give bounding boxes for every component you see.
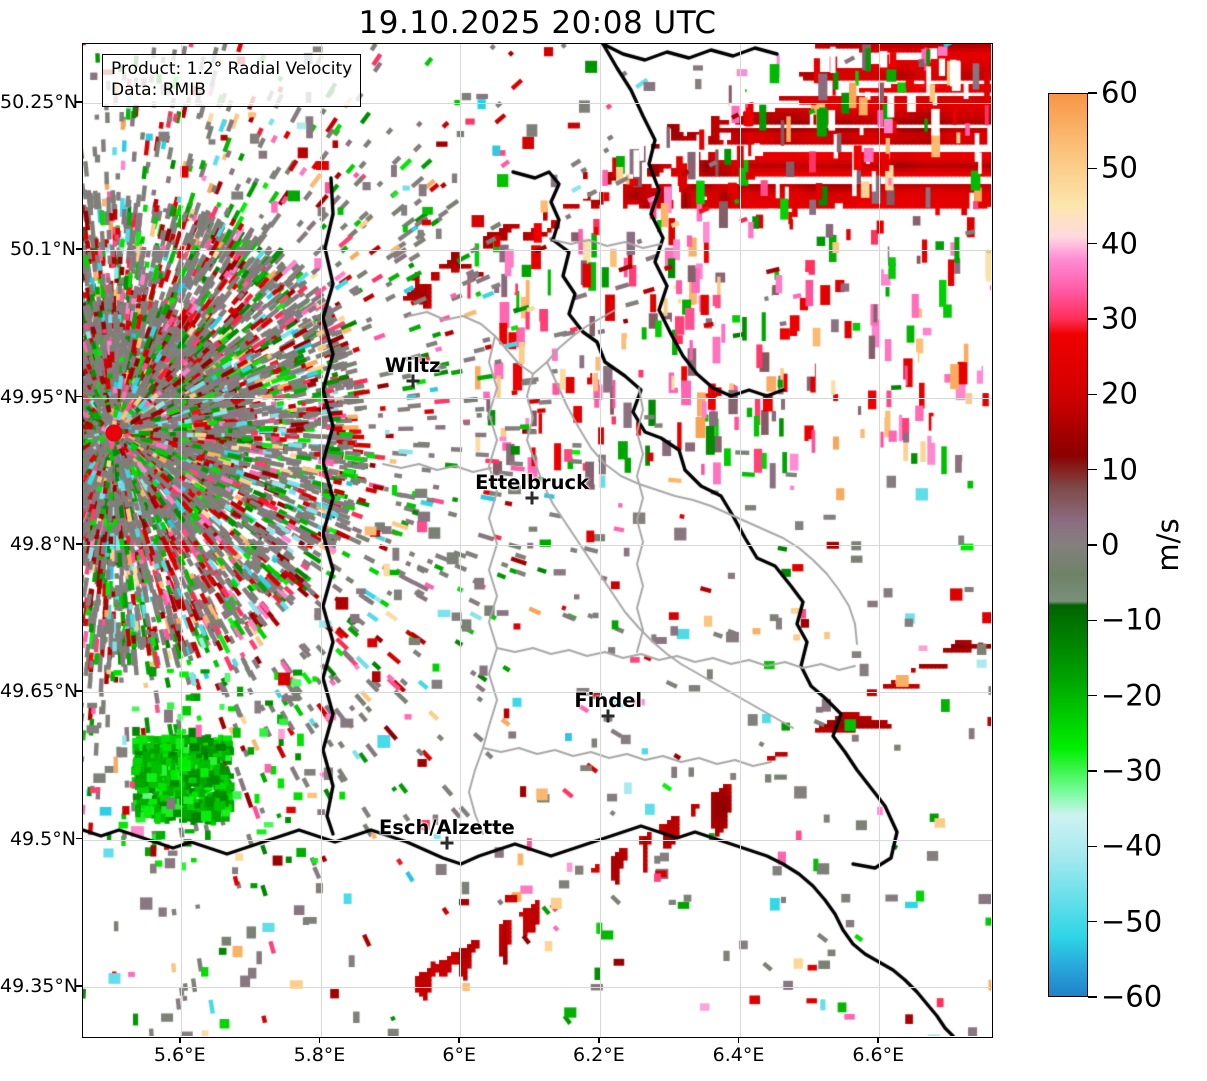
city-marker-esch-alzette bbox=[440, 836, 454, 850]
gridline-vertical bbox=[460, 44, 462, 1037]
info-data-line: Data: RMIB bbox=[111, 80, 206, 100]
gridline-vertical bbox=[180, 44, 182, 1037]
colorbar-tick-mark bbox=[1088, 845, 1097, 848]
x-axis-tick-mark bbox=[737, 1037, 740, 1043]
radar-data-layer bbox=[83, 44, 992, 1037]
x-axis-tick-mark bbox=[458, 1037, 460, 1043]
x-axis-tick-mark bbox=[318, 1037, 321, 1043]
city-label-esch-alzette: Esch/Alzette bbox=[379, 816, 515, 840]
colorbar-unit-label: m/s bbox=[1151, 518, 1185, 572]
y-axis-tick-label: 49.95°N bbox=[0, 385, 79, 408]
y-axis-tick-label: 50.1°N bbox=[9, 238, 76, 261]
gridline-horizontal bbox=[83, 397, 992, 399]
y-axis-tick-mark bbox=[76, 101, 82, 103]
city-marker-wiltz bbox=[406, 374, 420, 388]
x-axis-tick-mark bbox=[598, 1037, 600, 1043]
gridline-vertical bbox=[879, 44, 881, 1037]
colorbar-tick-mark bbox=[1088, 318, 1097, 320]
x-axis-tick-label: 6.6°E bbox=[852, 1044, 905, 1066]
gridline-horizontal bbox=[83, 986, 992, 988]
y-axis-tick-label: 49.5°N bbox=[9, 827, 76, 850]
colorbar-tick-label: 0 bbox=[1101, 527, 1120, 562]
colorbar-tick-label: 30 bbox=[1101, 301, 1138, 336]
colorbar-tick-label: 20 bbox=[1101, 376, 1138, 411]
x-axis-tick-mark bbox=[178, 1037, 181, 1043]
colorbar[interactable] bbox=[1048, 93, 1088, 997]
y-axis-tick-label: 49.35°N bbox=[0, 974, 79, 997]
colorbar-tick-mark bbox=[1088, 393, 1097, 396]
radar-site-marker[interactable] bbox=[105, 424, 123, 442]
gridline-vertical bbox=[739, 44, 741, 1037]
colorbar-tick-mark bbox=[1088, 92, 1097, 94]
x-axis-tick-label: 6.4°E bbox=[712, 1044, 765, 1066]
y-axis-tick-mark bbox=[76, 985, 82, 987]
city-label-wiltz: Wiltz bbox=[384, 353, 441, 377]
colorbar-tick-label: 10 bbox=[1101, 452, 1138, 487]
y-axis-tick-mark bbox=[76, 543, 82, 545]
city-label-findel: Findel bbox=[574, 688, 643, 712]
city-marker-findel bbox=[601, 709, 615, 723]
x-axis-tick-label: 6.2°E bbox=[572, 1044, 625, 1066]
gridline-vertical bbox=[599, 44, 601, 1037]
gridline-horizontal bbox=[83, 250, 992, 252]
colorbar-tick-label: −40 bbox=[1101, 828, 1163, 863]
colorbar-tick-mark bbox=[1088, 694, 1097, 697]
gridline-horizontal bbox=[83, 102, 992, 104]
y-axis-tick-mark bbox=[76, 395, 82, 398]
colorbar-tick-mark bbox=[1088, 544, 1097, 546]
y-axis-tick-mark bbox=[76, 248, 82, 251]
colorbar-tick-label: −20 bbox=[1101, 678, 1163, 713]
colorbar-tick-label: −10 bbox=[1101, 602, 1163, 637]
colorbar-tick-mark bbox=[1088, 770, 1097, 772]
city-label-ettelbruck: Ettelbruck bbox=[475, 470, 590, 494]
colorbar-tick-label: −30 bbox=[1101, 753, 1163, 788]
colorbar-tick-label: 50 bbox=[1101, 150, 1138, 185]
y-axis-tick-label: 49.65°N bbox=[0, 680, 79, 703]
gridline-horizontal bbox=[83, 839, 992, 841]
x-axis-tick-label: 5.6°E bbox=[153, 1044, 206, 1066]
city-marker-ettelbruck bbox=[525, 491, 539, 505]
colorbar-tick-mark bbox=[1088, 468, 1097, 471]
info-product-line: Product: 1.2° Radial Velocity bbox=[111, 59, 353, 79]
info-legend-box: Product: 1.2° Radial Velocity Data: RMIB bbox=[102, 54, 362, 107]
colorbar-tick-mark bbox=[1088, 619, 1097, 622]
colorbar-tick-label: 40 bbox=[1101, 226, 1138, 261]
gridline-horizontal bbox=[83, 544, 992, 546]
radar-plot-area[interactable]: Wiltz Ettelbruck Findel Esch/Alzette Produc… bbox=[82, 43, 993, 1038]
x-axis-tick-label: 6°E bbox=[442, 1044, 476, 1066]
gridline-vertical bbox=[320, 44, 322, 1037]
y-axis-tick-mark bbox=[76, 690, 82, 693]
gridline-horizontal bbox=[83, 692, 992, 694]
colorbar-tick-label: 60 bbox=[1101, 75, 1138, 110]
colorbar-tick-mark bbox=[1088, 167, 1097, 170]
page-title: 19.10.2025 20:08 UTC bbox=[358, 5, 717, 41]
colorbar-gradient bbox=[1049, 94, 1087, 996]
colorbar-tick-mark bbox=[1088, 920, 1097, 923]
y-axis-tick-mark bbox=[76, 837, 82, 840]
x-axis-tick-label: 5.8°E bbox=[293, 1044, 346, 1066]
x-axis-tick-mark bbox=[877, 1037, 880, 1043]
colorbar-tick-mark bbox=[1088, 242, 1097, 245]
colorbar-tick-label: −50 bbox=[1101, 904, 1163, 939]
colorbar-tick-label: −60 bbox=[1101, 979, 1163, 1014]
y-axis-tick-label: 50.25°N bbox=[0, 90, 79, 113]
y-axis-tick-label: 49.8°N bbox=[9, 532, 76, 555]
colorbar-tick-mark bbox=[1088, 996, 1097, 998]
